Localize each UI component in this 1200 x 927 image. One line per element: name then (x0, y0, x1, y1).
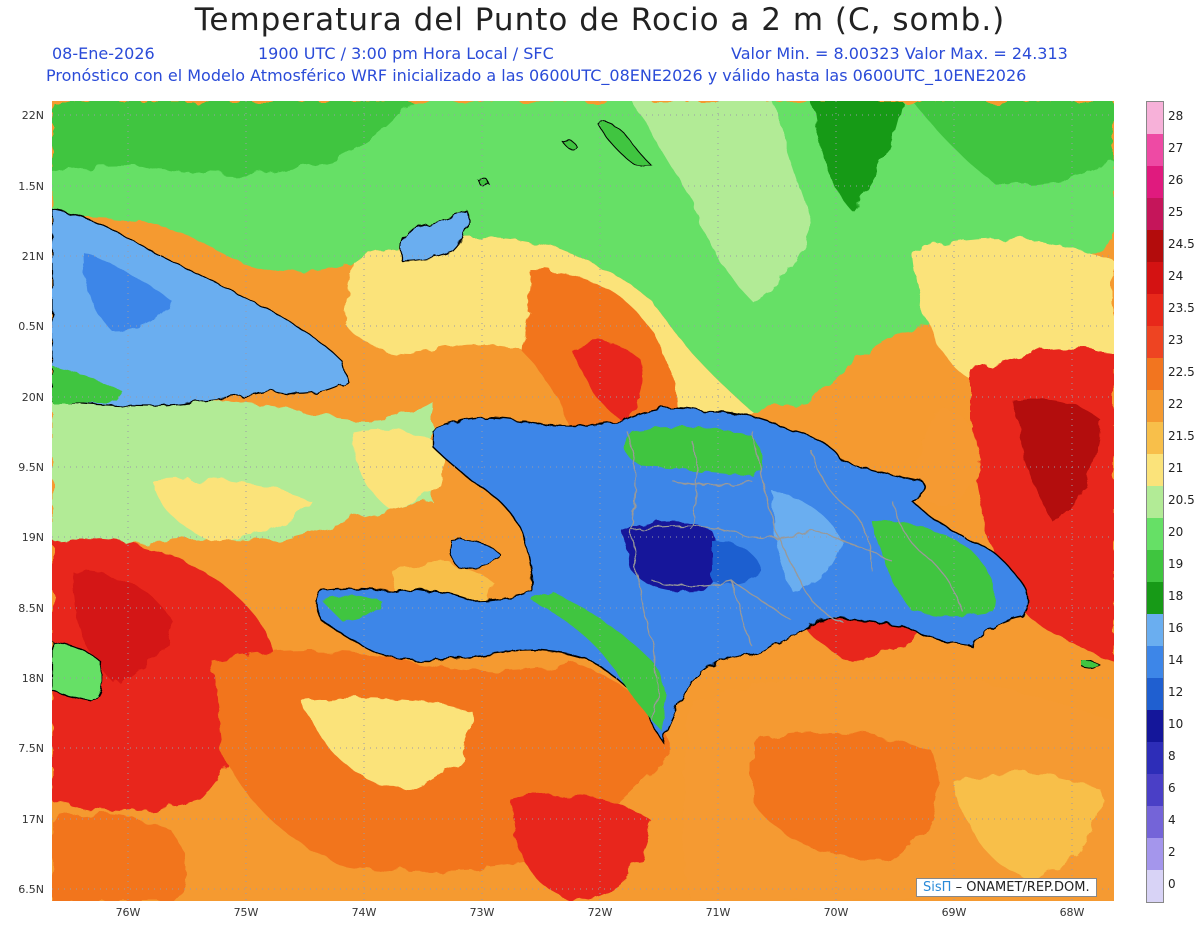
graticule (52, 101, 1114, 901)
lat-label: 9.5N (18, 461, 44, 474)
colorbar-label: 20 (1168, 525, 1184, 539)
bahamas-islands (399, 122, 653, 262)
colorbar-swatch (1147, 358, 1163, 390)
colorbar-label: 12 (1168, 685, 1184, 699)
lat-label: 20N (21, 391, 44, 404)
colorbar-label: 21.5 (1168, 429, 1195, 443)
colorbar-swatch (1147, 390, 1163, 422)
colorbar-label: 4 (1168, 813, 1176, 827)
colorbar-label: 25 (1168, 205, 1184, 219)
lon-label: 71W (705, 906, 731, 919)
colorbar (1146, 101, 1164, 903)
colorbar-swatch (1147, 422, 1163, 454)
colorbar-label: 24.5 (1168, 237, 1195, 251)
colorbar-swatch (1147, 230, 1163, 262)
hispaniola-landmass (316, 407, 1030, 743)
colorbar-swatch (1147, 166, 1163, 198)
colorbar-label: 6 (1168, 781, 1176, 795)
colorbar-swatch (1147, 710, 1163, 742)
colorbar-swatch (1147, 134, 1163, 166)
colorbar-label: 22.5 (1168, 365, 1195, 379)
colorbar-swatch (1147, 838, 1163, 870)
forecast-time: 1900 UTC / 3:00 pm Hora Local / SFC (258, 44, 554, 63)
colorbar-label: 20.5 (1168, 493, 1195, 507)
forecast-date: 08-Ene-2026 (52, 44, 155, 63)
colorbar-swatch (1147, 550, 1163, 582)
colorbar-swatch (1147, 582, 1163, 614)
lon-label: 69W (941, 906, 967, 919)
colorbar-swatch (1147, 294, 1163, 326)
map-canvas (52, 101, 1114, 901)
colorbar-label: 19 (1168, 557, 1184, 571)
colorbar-label: 14 (1168, 653, 1184, 667)
lon-label: 76W (115, 906, 141, 919)
lon-label: 70W (823, 906, 849, 919)
lat-label: 1.5N (18, 180, 44, 193)
colorbar-swatch (1147, 870, 1163, 902)
lat-label: 18N (21, 672, 44, 685)
colorbar-swatch (1147, 614, 1163, 646)
cuba-landmass (52, 208, 348, 702)
dewpoint-map (52, 101, 1114, 901)
lat-label: 17N (21, 813, 44, 826)
colorbar-swatch (1147, 646, 1163, 678)
puerto-rico-tip (1081, 660, 1101, 670)
colorbar-swatch (1147, 742, 1163, 774)
colorbar-label: 24 (1168, 269, 1184, 283)
lon-label: 75W (233, 906, 259, 919)
colorbar-label: 18 (1168, 589, 1184, 603)
model-info: Pronóstico con el Modelo Atmosférico WRF… (46, 66, 1027, 85)
colorbar-label: 23 (1168, 333, 1184, 347)
colorbar-swatch (1147, 806, 1163, 838)
colorbar-swatch (1147, 486, 1163, 518)
lon-label: 72W (587, 906, 613, 919)
colorbar-swatch (1147, 678, 1163, 710)
colorbar-label: 16 (1168, 621, 1184, 635)
lat-label: 0.5N (18, 320, 44, 333)
colorbar-label: 21 (1168, 461, 1184, 475)
lon-label: 68W (1059, 906, 1085, 919)
lat-label: 19N (21, 531, 44, 544)
min-max-values: Valor Min. = 8.00323 Valor Max. = 24.313 (731, 44, 1068, 63)
colorbar-swatch (1147, 326, 1163, 358)
colorbar-label: 22 (1168, 397, 1184, 411)
colorbar-swatch (1147, 102, 1163, 134)
colorbar-swatch (1147, 518, 1163, 550)
colorbar-label: 26 (1168, 173, 1184, 187)
colorbar-swatch (1147, 454, 1163, 486)
lon-label: 73W (469, 906, 495, 919)
lat-label: 22N (21, 109, 44, 122)
credit-text: – ONAMET/REP.DOM. (955, 880, 1090, 895)
colorbar-swatch (1147, 198, 1163, 230)
colorbar-label: 23.5 (1168, 301, 1195, 315)
colorbar-swatch (1147, 774, 1163, 806)
colorbar-label: 28 (1168, 109, 1184, 123)
lat-label: 6.5N (18, 883, 44, 896)
lat-label: 8.5N (18, 602, 44, 615)
credit-brand: SisΠ (923, 880, 952, 895)
map-title: Temperatura del Punto de Rocio a 2 m (C,… (194, 2, 1006, 38)
lon-label: 74W (351, 906, 377, 919)
lat-label: 21N (21, 250, 44, 263)
colorbar-label: 10 (1168, 717, 1184, 731)
ocean-field (52, 101, 1114, 901)
colorbar-label: 0 (1168, 877, 1176, 891)
credit-box: SisΠ – ONAMET/REP.DOM. (916, 878, 1097, 897)
colorbar-label: 27 (1168, 141, 1184, 155)
colorbar-label: 2 (1168, 845, 1176, 859)
colorbar-label: 8 (1168, 749, 1176, 763)
colorbar-swatch (1147, 262, 1163, 294)
lat-label: 7.5N (18, 742, 44, 755)
